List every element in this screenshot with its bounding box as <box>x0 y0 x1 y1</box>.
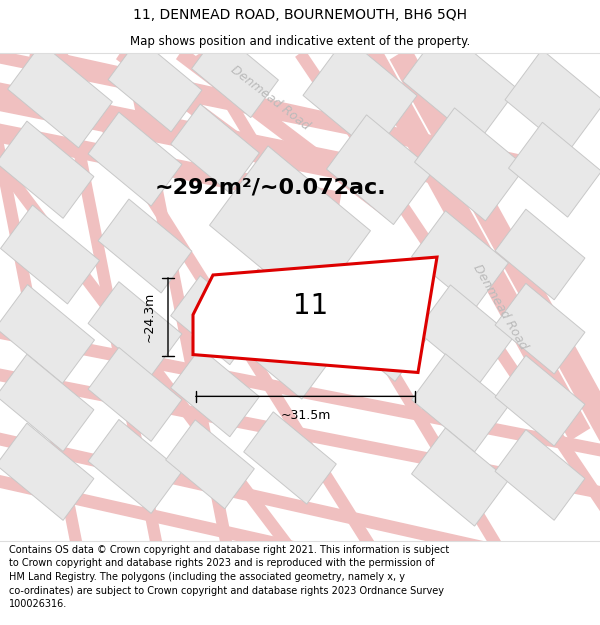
Text: ~292m²/~0.072ac.: ~292m²/~0.072ac. <box>155 177 386 198</box>
Polygon shape <box>1 205 100 304</box>
Polygon shape <box>0 134 305 566</box>
Polygon shape <box>116 47 324 208</box>
Polygon shape <box>170 276 259 365</box>
Polygon shape <box>88 348 182 441</box>
Polygon shape <box>0 79 501 197</box>
Polygon shape <box>0 428 501 558</box>
Polygon shape <box>0 423 94 521</box>
Polygon shape <box>509 122 600 217</box>
Polygon shape <box>88 282 182 376</box>
Polygon shape <box>295 49 600 534</box>
Polygon shape <box>98 199 192 293</box>
Polygon shape <box>0 52 86 563</box>
Text: ~24.3m: ~24.3m <box>143 292 156 342</box>
Polygon shape <box>0 354 94 451</box>
Polygon shape <box>328 276 432 381</box>
Polygon shape <box>88 419 182 513</box>
Polygon shape <box>0 121 94 218</box>
Polygon shape <box>244 412 336 504</box>
Polygon shape <box>359 47 590 441</box>
Polygon shape <box>415 108 526 221</box>
Polygon shape <box>326 115 433 224</box>
Polygon shape <box>412 428 508 526</box>
Polygon shape <box>8 43 112 148</box>
Polygon shape <box>170 348 259 437</box>
Polygon shape <box>88 112 182 206</box>
Text: 11: 11 <box>293 292 328 320</box>
Polygon shape <box>195 50 505 554</box>
Polygon shape <box>0 284 94 383</box>
Text: Denmead Road: Denmead Road <box>228 63 312 132</box>
Polygon shape <box>166 420 254 509</box>
Polygon shape <box>389 47 600 441</box>
Polygon shape <box>403 27 517 143</box>
Text: Map shows position and indicative extent of the property.: Map shows position and indicative extent… <box>130 35 470 48</box>
Polygon shape <box>505 49 600 152</box>
Polygon shape <box>0 322 600 462</box>
Polygon shape <box>0 118 341 211</box>
Polygon shape <box>209 146 370 310</box>
Text: ~31.5m: ~31.5m <box>280 409 331 422</box>
Polygon shape <box>54 52 166 563</box>
Polygon shape <box>0 365 600 504</box>
Polygon shape <box>0 471 501 600</box>
Text: Contains OS data © Crown copyright and database right 2021. This information is : Contains OS data © Crown copyright and d… <box>9 545 449 609</box>
Polygon shape <box>170 104 259 193</box>
Polygon shape <box>303 37 417 154</box>
Polygon shape <box>124 52 236 563</box>
Polygon shape <box>495 429 585 520</box>
Polygon shape <box>495 283 585 374</box>
Polygon shape <box>176 47 394 218</box>
Polygon shape <box>416 285 514 383</box>
Polygon shape <box>495 356 585 446</box>
Text: Denmead Road: Denmead Road <box>470 262 530 352</box>
Polygon shape <box>29 47 561 176</box>
Polygon shape <box>412 211 508 309</box>
Polygon shape <box>55 49 385 566</box>
Polygon shape <box>412 354 508 452</box>
Polygon shape <box>108 38 202 132</box>
Text: 11, DENMEAD ROAD, BOURNEMOUTH, BH6 5QH: 11, DENMEAD ROAD, BOURNEMOUTH, BH6 5QH <box>133 8 467 22</box>
Polygon shape <box>0 86 341 179</box>
Polygon shape <box>193 257 437 372</box>
Polygon shape <box>191 31 278 118</box>
Polygon shape <box>215 269 345 399</box>
Polygon shape <box>0 47 501 166</box>
Polygon shape <box>495 209 585 300</box>
